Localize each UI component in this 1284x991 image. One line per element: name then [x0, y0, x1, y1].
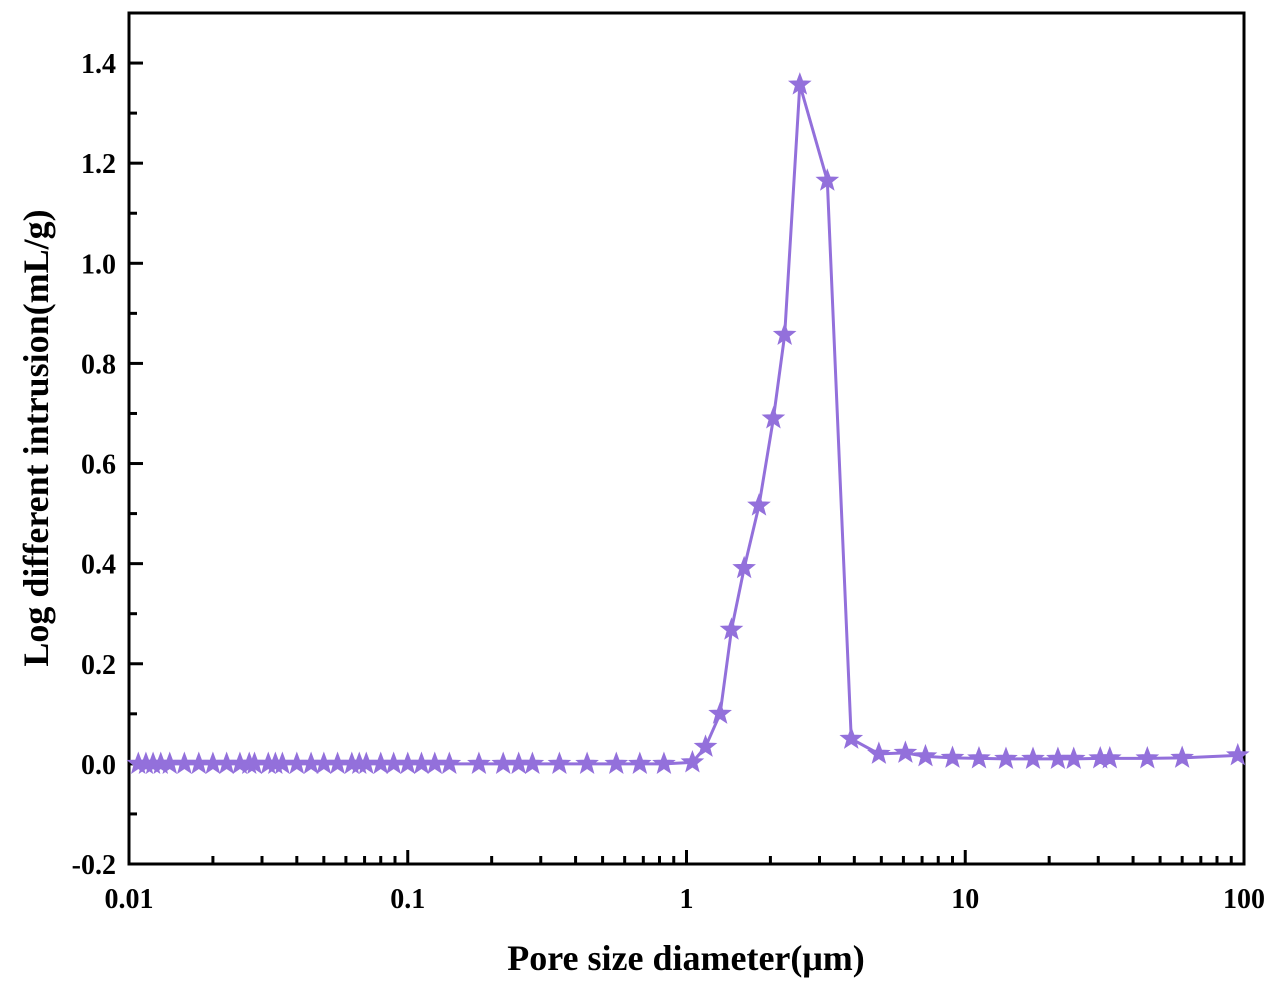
- y-tick-label: 0.4: [81, 550, 116, 581]
- series-line: [138, 83, 1238, 766]
- data-point-star: [719, 617, 744, 640]
- y-tick-label: 1.4: [81, 49, 116, 80]
- data-point-star: [893, 740, 918, 763]
- y-tick-label: 0.6: [81, 450, 116, 481]
- data-point-star: [1170, 745, 1194, 768]
- data-point-star: [680, 749, 705, 773]
- x-tick-label: 100: [1223, 884, 1265, 915]
- data-point-star: [940, 745, 965, 768]
- data-point-star: [747, 493, 771, 516]
- x-tick-label: 0.1: [390, 884, 425, 915]
- data-point-star: [994, 746, 1018, 769]
- y-tick-label: -0.2: [72, 850, 116, 881]
- axis-ticks: 0.01 0.1 1 10 100 -0.2 0.0 0.2 0.4 0.6 0.8 1.0 1.2 1.…: [72, 49, 1265, 915]
- data-point-star: [1135, 745, 1160, 769]
- data-point-star: [787, 72, 812, 95]
- data-point-star: [815, 168, 840, 191]
- data-point-star: [1097, 745, 1122, 769]
- data-point-star: [1021, 746, 1045, 769]
- y-tick-label: 0.2: [81, 650, 116, 681]
- plot-frame: [127, 11, 1246, 866]
- x-tick-label: 0.01: [105, 884, 154, 915]
- data-series: [126, 72, 1250, 774]
- data-point-star: [708, 701, 732, 724]
- data-point-star: [467, 751, 491, 774]
- data-point-star: [1046, 746, 1070, 769]
- data-point-star: [437, 751, 462, 774]
- data-point-star: [575, 751, 599, 774]
- data-point-star: [867, 741, 891, 764]
- data-point-star: [839, 726, 864, 749]
- data-point-star: [1061, 746, 1086, 769]
- y-tick-label: 1.0: [81, 249, 116, 280]
- data-point-star: [761, 406, 786, 429]
- x-tick-label: 1: [680, 884, 694, 915]
- data-point-star: [772, 322, 797, 345]
- data-point-star: [520, 751, 545, 774]
- data-point-star: [627, 751, 652, 774]
- data-point-star: [652, 751, 676, 774]
- y-tick-label: 0.8: [81, 349, 116, 380]
- data-point-star: [693, 734, 718, 757]
- y-axis-label: Log different intrusion(mL/g): [16, 209, 56, 666]
- data-point-star: [732, 555, 756, 579]
- data-point-star: [967, 745, 991, 769]
- x-tick-label: 10: [951, 884, 979, 915]
- data-point-star: [913, 743, 938, 767]
- data-point-star: [604, 751, 629, 774]
- data-point-star: [1225, 742, 1250, 766]
- y-tick-label: 0.0: [81, 750, 116, 781]
- y-tick-label: 1.2: [81, 149, 116, 180]
- data-point-star: [547, 751, 572, 774]
- x-axis-label: Pore size diameter(μm): [507, 938, 865, 978]
